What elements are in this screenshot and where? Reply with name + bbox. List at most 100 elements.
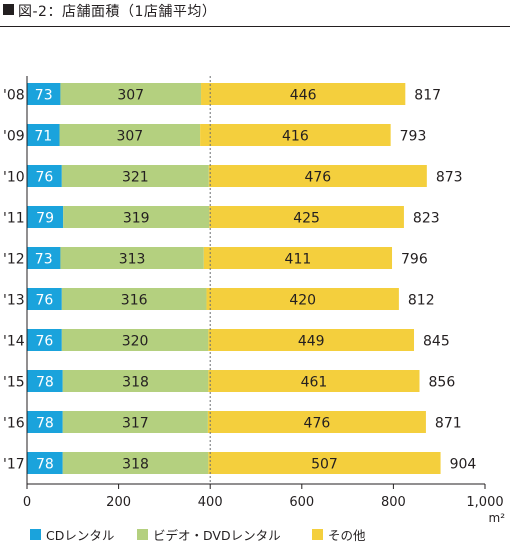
title-marker [3,4,14,15]
bar-label-video: 318 [122,375,149,391]
bar-cd [27,288,62,310]
legend-swatch-video [137,529,148,540]
title-bar: 図-2：店舗面積（1店舗平均） [0,0,510,27]
bar-label-video: 321 [122,170,149,186]
bar-video [60,247,204,269]
x-tick-label: 200 [106,495,131,510]
bar-video [62,411,208,433]
category-label: '15 [3,375,25,391]
legend-label-other: その他 [328,528,366,543]
legend-label-video: ビデオ・DVDレンタル [153,528,281,543]
bar-label-other: 449 [298,334,325,350]
total-label: 823 [413,211,440,227]
legend-swatch-other [312,529,323,540]
bar-label-video: 317 [122,416,149,432]
bar-label-other: 507 [311,457,338,473]
bar-other [207,411,426,433]
legend-item-other: その他 [312,525,366,544]
bar-label-other: 461 [301,375,328,391]
total-label: 796 [401,252,428,268]
bar-video [62,452,209,474]
bar-other [203,247,393,269]
total-label: 812 [408,293,435,309]
legend-swatch-cd [30,529,41,540]
x-unit-label: m² [489,511,506,525]
bar-label-cd: 79 [36,211,54,227]
bar-label-cd: 76 [35,293,53,309]
bar-label-other: 476 [304,170,331,186]
category-label: '16 [3,416,25,432]
bar-label-other: 416 [282,129,309,145]
legend-item-cd: CDレンタル [30,525,114,544]
bar-label-other: 425 [293,211,320,227]
bar-video [61,329,209,351]
bar-other [208,370,420,392]
bar-label-video: 319 [123,211,150,227]
legend-label-cd: CDレンタル [46,528,115,543]
bar-label-other: 446 [290,88,317,104]
legend-item-video: ビデオ・DVDレンタル [137,525,281,544]
bar-label-other: 476 [304,416,331,432]
x-tick-label: 400 [198,495,223,510]
total-label: 904 [450,457,477,473]
bar-cd [27,83,61,105]
bar-other [209,206,404,228]
legend: CDレンタル ビデオ・DVDレンタル その他 [0,525,510,545]
bar-cd [27,124,60,146]
bar-label-video: 316 [121,293,148,309]
bar-label-cd: 78 [36,457,54,473]
category-label: '13 [3,293,25,309]
bar-label-video: 318 [122,457,149,473]
total-label: 873 [436,170,463,186]
bar-cd [27,370,63,392]
bar-label-other: 411 [285,252,312,268]
category-label: '08 [3,88,25,104]
bar-label-cd: 78 [36,375,54,391]
bar-label-other: 420 [289,293,316,309]
x-tick-label: 0 [23,495,31,510]
bar-label-video: 320 [122,334,149,350]
bar-cd [27,411,63,433]
bar-label-cd: 76 [35,334,53,350]
bar-other [208,165,427,187]
bar-video [63,206,210,228]
stacked-bar-chart: 73 307 446 817 '08 71 307 416 793 '09 76 321 476 873 '… [3,76,506,525]
total-label: 793 [400,129,427,145]
bar-other [208,452,441,474]
bar-label-cd: 73 [35,88,53,104]
bar-other [206,288,399,310]
bar-video [59,124,201,146]
bar-label-video: 307 [117,88,144,104]
x-tick-label: 600 [289,495,314,510]
bar-cd [27,247,61,269]
total-label: 856 [429,375,456,391]
bar-cd [27,329,62,351]
bar-video [61,288,207,310]
bar-video [62,370,209,392]
bar-cd [27,206,64,228]
bar-video [61,165,209,187]
bar-label-cd: 78 [36,416,54,432]
bar-video [60,83,202,105]
total-label: 871 [435,416,462,432]
bar-cd [27,452,63,474]
bar-label-cd: 73 [35,252,53,268]
bar-cd [27,165,62,187]
bar-other [208,329,415,351]
x-tick-label: 1,000 [466,495,503,510]
bar-label-video: 313 [119,252,146,268]
bar-label-video: 307 [116,129,143,145]
chart-title: 図-2：店舗面積（1店舗平均） [18,4,217,20]
bar-other [201,83,406,105]
bar-other [200,124,391,146]
total-label: 817 [414,88,441,104]
x-tick-label: 800 [381,495,406,510]
category-label: '11 [3,211,25,227]
category-label: '14 [3,334,25,350]
category-label: '17 [3,457,25,473]
total-label: 845 [423,334,450,350]
category-label: '10 [3,170,25,186]
bar-label-cd: 76 [35,170,53,186]
category-label: '09 [3,129,25,145]
category-label: '12 [3,252,25,268]
